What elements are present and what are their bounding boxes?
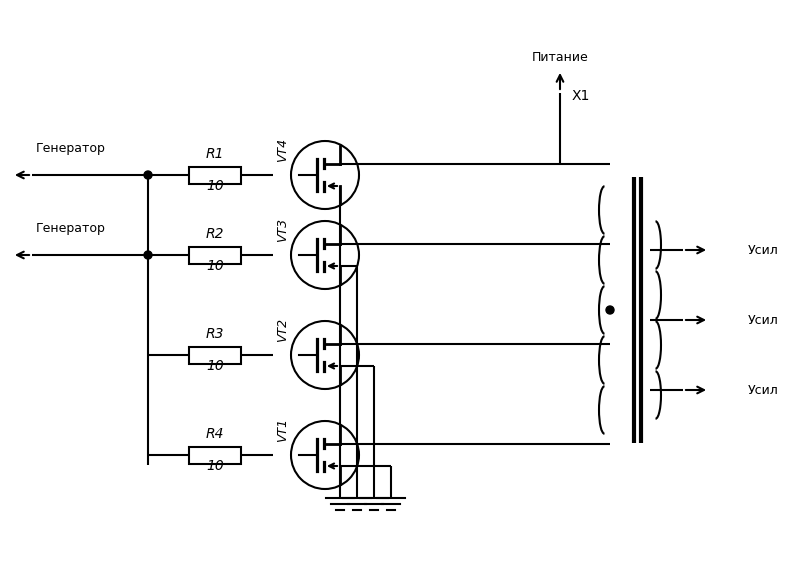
Text: R1: R1 [205,147,224,161]
Text: Генератор: Генератор [36,222,106,235]
Text: Усил: Усил [748,383,779,396]
Text: R2: R2 [205,227,224,241]
Text: 10: 10 [206,359,224,373]
Circle shape [144,251,152,259]
Circle shape [606,306,614,314]
Text: R4: R4 [205,427,224,441]
Bar [189,346,241,363]
Text: VT3: VT3 [276,218,289,242]
Text: R3: R3 [205,327,224,341]
Text: 10: 10 [206,459,224,473]
Text: Питание: Питание [531,51,588,64]
Bar [189,247,241,264]
Text: 10: 10 [206,179,224,193]
Circle shape [144,171,152,179]
Text: X1: X1 [572,89,590,103]
Bar [189,447,241,464]
Text: Генератор: Генератор [36,142,106,155]
Text: Усил: Усил [748,313,779,326]
Text: VT1: VT1 [276,418,289,442]
Text: VT4: VT4 [276,138,289,162]
Bar [189,167,241,184]
Text: VT2: VT2 [276,318,289,342]
Text: 10: 10 [206,259,224,273]
Text: Усил: Усил [748,244,779,257]
